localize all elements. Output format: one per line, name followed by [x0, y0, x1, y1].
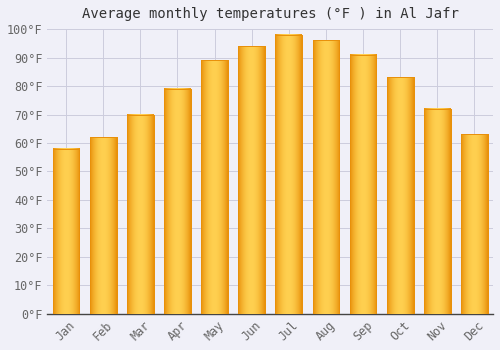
Bar — [90, 137, 117, 314]
Bar — [164, 89, 191, 314]
Title: Average monthly temperatures (°F ) in Al Jafr: Average monthly temperatures (°F ) in Al… — [82, 7, 458, 21]
Bar — [276, 35, 302, 314]
Bar — [461, 134, 488, 314]
Bar — [238, 46, 265, 314]
Bar — [424, 109, 450, 314]
Bar — [201, 61, 228, 314]
Bar — [52, 149, 80, 314]
Bar — [387, 77, 413, 314]
Bar — [461, 134, 488, 314]
Bar — [127, 114, 154, 314]
Bar — [90, 137, 117, 314]
Bar — [350, 55, 376, 314]
Bar — [312, 41, 340, 314]
Bar — [312, 41, 340, 314]
Bar — [127, 114, 154, 314]
Bar — [276, 35, 302, 314]
Bar — [424, 109, 450, 314]
Bar — [52, 149, 80, 314]
Bar — [238, 46, 265, 314]
Bar — [387, 77, 413, 314]
Bar — [201, 61, 228, 314]
Bar — [164, 89, 191, 314]
Bar — [350, 55, 376, 314]
